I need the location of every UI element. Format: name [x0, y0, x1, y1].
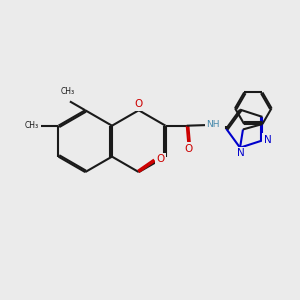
Text: CH₃: CH₃ [24, 121, 38, 130]
Text: O: O [184, 144, 192, 154]
Text: NH: NH [206, 120, 220, 129]
Text: O: O [135, 99, 143, 110]
Text: N: N [264, 135, 272, 145]
Text: O: O [156, 154, 164, 164]
Text: N: N [237, 148, 244, 158]
Text: CH₃: CH₃ [61, 87, 75, 96]
